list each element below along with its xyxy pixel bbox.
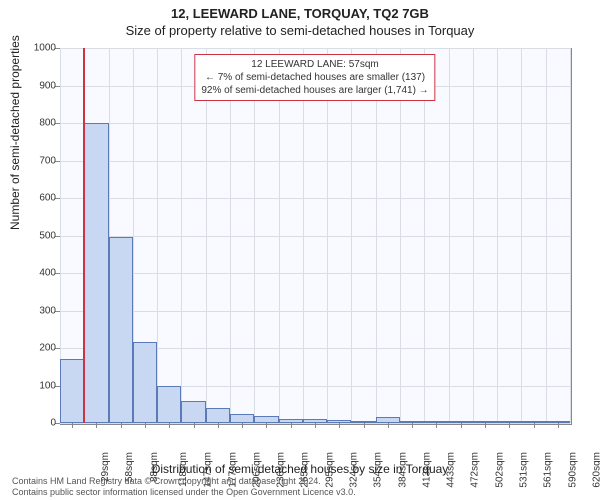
xtick-mark [72,423,73,428]
ytick-label: 400 [24,268,56,279]
plot-area: 0100200300400500600700800900100029sqm58s… [60,48,570,423]
gridline [206,48,207,423]
bar [60,359,84,423]
ytick-label: 900 [24,80,56,91]
xtick-mark [315,423,316,428]
gridline [60,311,570,312]
footer-line-1: Contains HM Land Registry data © Crown c… [12,476,356,487]
ytick-label: 500 [24,230,56,241]
info-box-line: 92% of semi-detached houses are larger (… [201,84,428,97]
info-box-line: 12 LEEWARD LANE: 57sqm [201,58,428,71]
ytick-label: 100 [24,380,56,391]
gridline [60,273,570,274]
xtick-mark [364,423,365,428]
xtick-mark [242,423,243,428]
gridline [60,48,570,49]
info-box: 12 LEEWARD LANE: 57sqm← 7% of semi-detac… [194,54,435,101]
gridline [570,48,571,423]
xtick-mark [291,423,292,428]
x-axis-label: Distribution of semi-detached houses by … [0,462,600,476]
xtick-mark [266,423,267,428]
xtick-mark [436,423,437,428]
bar [206,408,230,423]
gridline [521,48,522,423]
xtick-mark [194,423,195,428]
xtick-mark [558,423,559,428]
xtick-mark [96,423,97,428]
xtick-mark [509,423,510,428]
ytick-label: 300 [24,305,56,316]
bar [133,342,157,423]
xtick-mark [534,423,535,428]
chart-container: 12, LEEWARD LANE, TORQUAY, TQ2 7GB Size … [0,0,600,500]
gridline [60,161,570,162]
page-subtitle: Size of property relative to semi-detach… [0,23,600,38]
gridline [497,48,498,423]
y-axis-label: Number of semi-detached properties [8,35,22,230]
gridline [303,48,304,423]
footer-line-2: Contains public sector information licen… [12,487,356,498]
xtick-mark [485,423,486,428]
xtick-mark [218,423,219,428]
gridline [546,48,547,423]
ytick-label: 700 [24,155,56,166]
gridline [424,48,425,423]
gridline [449,48,450,423]
marker-line [83,48,85,423]
gridline [60,236,570,237]
bar [84,123,108,423]
xtick-mark [169,423,170,428]
gridline [327,48,328,423]
bar [254,416,278,423]
xtick-mark [461,423,462,428]
bar [230,414,254,423]
info-box-line: ← 7% of semi-detached houses are smaller… [201,71,428,84]
gridline [181,48,182,423]
gridline [400,48,401,423]
xtick-mark [388,423,389,428]
bar [181,401,205,424]
bar [157,386,181,424]
gridline [279,48,280,423]
bar [109,237,133,423]
xtick-mark [145,423,146,428]
gridline [157,48,158,423]
gridline [254,48,255,423]
ytick-label: 0 [24,418,56,429]
page-title: 12, LEEWARD LANE, TORQUAY, TQ2 7GB [0,0,600,21]
xtick-mark [412,423,413,428]
gridline [60,123,570,124]
xtick-mark [339,423,340,428]
gridline [60,198,570,199]
gridline [473,48,474,423]
ytick-label: 200 [24,343,56,354]
xtick-mark [121,423,122,428]
ytick-label: 800 [24,118,56,129]
gridline [351,48,352,423]
gridline [230,48,231,423]
ytick-label: 1000 [24,43,56,54]
gridline [376,48,377,423]
ytick-label: 600 [24,193,56,204]
footer-attribution: Contains HM Land Registry data © Crown c… [12,476,356,498]
